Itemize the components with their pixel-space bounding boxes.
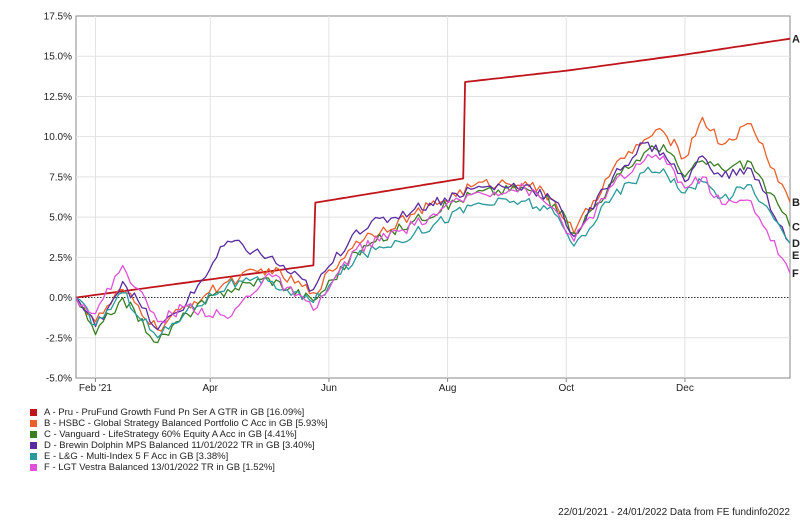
legend-label: A - Pru - PruFund Growth Fund Pn Ser A G…: [44, 407, 305, 418]
legend-label: C - Vanguard - LifeStrategy 60% Equity A…: [44, 429, 297, 440]
y-tick-label: 17.5%: [44, 12, 72, 23]
legend-item: F - LGT Vestra Balanced 13/01/2022 TR in…: [30, 462, 328, 473]
legend-label: B - HSBC - Global Strategy Balanced Port…: [44, 418, 328, 429]
legend-swatch: [30, 464, 37, 471]
y-tick-label: 0.0%: [49, 293, 72, 304]
x-tick-label: Jun: [321, 383, 337, 394]
series-end-label-f: F: [792, 268, 799, 280]
series-line-f: [75, 153, 791, 324]
series-line-d: [75, 141, 791, 331]
legend-label: F - LGT Vestra Balanced 13/01/2022 TR in…: [44, 462, 275, 473]
y-tick-label: 7.5%: [49, 172, 72, 183]
plot-area: [75, 15, 791, 379]
series-line-e: [75, 166, 791, 339]
legend-item: B - HSBC - Global Strategy Balanced Port…: [30, 418, 328, 429]
legend-item: D - Brewin Dolphin MPS Balanced 11/01/20…: [30, 440, 328, 451]
y-tick-label: -5.0%: [46, 374, 72, 385]
series-end-label-c: C: [792, 222, 800, 234]
legend-swatch: [30, 442, 37, 449]
y-tick-label: 5.0%: [49, 213, 72, 224]
series-end-label-a: A: [792, 34, 800, 46]
y-tick-label: -2.5%: [46, 333, 72, 344]
y-tick-label: 2.5%: [49, 253, 72, 264]
legend-swatch: [30, 453, 37, 460]
series-end-label-e: E: [792, 250, 799, 262]
x-tick-label: Feb '21: [79, 383, 112, 394]
y-tick-label: 15.0%: [44, 52, 72, 63]
y-tick-label: 10.0%: [44, 132, 72, 143]
legend-swatch: [30, 420, 37, 427]
y-tick-label: 12.5%: [44, 92, 72, 103]
legend-swatch: [30, 431, 37, 438]
legend-item: C - Vanguard - LifeStrategy 60% Equity A…: [30, 429, 328, 440]
legend-label: E - L&G - Multi-Index 5 F Acc in GB [3.3…: [44, 451, 229, 462]
legend-label: D - Brewin Dolphin MPS Balanced 11/01/20…: [44, 440, 315, 451]
x-tick-label: Apr: [202, 383, 218, 394]
line-chart: 17.5% 15.0% 12.5% 10.0% 7.5% 5.0% 2.5% 0.0% -2.5…: [44, 12, 800, 395]
legend-swatch: [30, 409, 37, 416]
series-end-label-b: B: [792, 197, 800, 209]
series-line-a: [75, 37, 791, 299]
legend-item: A - Pru - PruFund Growth Fund Pn Ser A G…: [30, 407, 328, 418]
series-line-b: [75, 116, 791, 332]
x-tick-label: Oct: [558, 383, 574, 394]
data-source-footer: 22/01/2021 - 24/01/2022 Data from FE fun…: [558, 507, 790, 518]
legend-item: E - L&G - Multi-Index 5 F Acc in GB [3.3…: [30, 451, 328, 462]
series-end-label-d: D: [792, 238, 800, 250]
x-tick-label: Aug: [439, 383, 457, 394]
x-tick-label: Dec: [676, 383, 694, 394]
legend: A - Pru - PruFund Growth Fund Pn Ser A G…: [30, 407, 328, 473]
